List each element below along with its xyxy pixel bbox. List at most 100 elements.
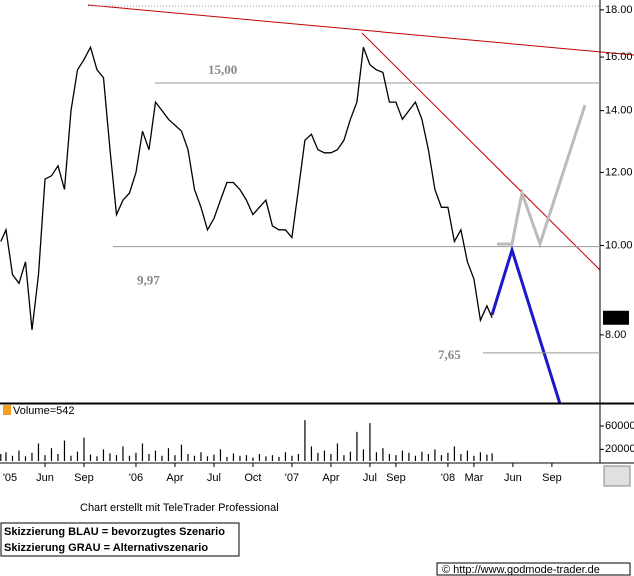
volume-bar — [434, 449, 436, 461]
last-price-label: 8.35 — [605, 312, 626, 324]
level-label: 15,00 — [208, 62, 237, 77]
volume-bar — [258, 454, 261, 461]
volume-bar — [70, 455, 72, 461]
legend-line: Skizzierung GRAU = Alternativszenario — [4, 542, 208, 554]
volume-bar — [330, 454, 332, 461]
volume-bar — [310, 446, 313, 461]
volume-bar — [57, 454, 59, 461]
volume-bar — [375, 452, 378, 461]
volume-bar — [466, 450, 469, 461]
volume-bar — [343, 455, 345, 461]
volume-bar — [102, 449, 105, 461]
volume-bar — [167, 448, 170, 461]
credit: Chart erstellt mit TeleTrader Profession… — [80, 502, 279, 514]
volume-bar — [265, 456, 267, 461]
volume-bar — [460, 454, 462, 461]
volume-bar — [50, 448, 53, 461]
y-tick-label: 18.00 — [605, 4, 633, 16]
legend-box — [0, 522, 240, 557]
volume-bar — [479, 452, 482, 461]
x-tick-label: Jul — [363, 472, 377, 484]
volume-bar — [18, 450, 20, 461]
volume-bar — [395, 455, 397, 461]
x-tick-label: '08 — [441, 472, 455, 484]
x-tick-label: Mar — [464, 472, 483, 484]
volume-bar — [427, 454, 430, 461]
volume-bar — [440, 455, 443, 461]
y-tick-label: 10.00 — [605, 239, 633, 251]
copyright-box — [436, 562, 631, 576]
volume-bar — [297, 454, 300, 461]
volume-bar — [369, 423, 371, 461]
legend-line: Skizzierung BLAU = bevorzugtes Szenario — [4, 526, 225, 538]
volume-bar — [128, 455, 131, 461]
x-tick-label: Apr — [322, 472, 339, 484]
volume-bar — [141, 443, 144, 461]
volume-bar — [232, 453, 235, 461]
volume-bar — [154, 450, 157, 461]
level-label: 7,65 — [438, 347, 461, 362]
trend-line — [87, 4, 634, 56]
volume-bar — [349, 451, 352, 461]
volume-bar — [219, 449, 222, 461]
main-scenario — [490, 244, 562, 405]
volume-bar — [31, 452, 33, 461]
volume-bar — [0, 454, 2, 461]
volume-bar — [200, 452, 202, 461]
x-tick-label: Sep — [74, 472, 94, 484]
volume-bar — [37, 443, 40, 461]
x-tick-label: Jul — [207, 472, 221, 484]
volume-bar — [96, 456, 98, 461]
volume-tick-label: 60000 — [605, 420, 634, 432]
volume-bar — [109, 453, 111, 461]
volume-bar — [89, 454, 92, 461]
volume-bar — [226, 456, 228, 461]
volume-bar — [63, 440, 66, 461]
x-tick-label: Jun — [36, 472, 54, 484]
volume-tick-label: 20000 — [605, 443, 634, 455]
volume-bar — [414, 455, 417, 461]
volume-bar — [24, 456, 27, 461]
x-tick-label: '07 — [285, 472, 299, 484]
y-tick-label: 16.00 — [605, 51, 633, 63]
volume-bar — [135, 452, 137, 461]
volume-bar — [239, 455, 241, 461]
volume-bar — [115, 455, 118, 461]
volume-bar — [388, 454, 391, 461]
x-tick-label: Oct — [244, 472, 261, 484]
volume-bar — [271, 455, 274, 461]
volume-bar — [187, 454, 189, 461]
icon — [603, 465, 631, 487]
volume-bar — [382, 448, 384, 461]
x-tick-label: Apr — [166, 472, 183, 484]
volume-bar — [304, 420, 306, 461]
copyright: © http://www.godmode-trader.de — [442, 564, 600, 576]
volume-bar — [180, 444, 183, 461]
volume-bar — [486, 454, 488, 461]
x-tick-label: '05 — [3, 472, 17, 484]
volume-bar — [278, 456, 280, 461]
volume-bar — [408, 452, 410, 461]
volume-bar — [291, 455, 293, 461]
volume-bar — [148, 454, 150, 461]
volume-bar — [252, 457, 254, 461]
x-tick-label: '06 — [129, 472, 143, 484]
volume-bar — [401, 450, 404, 461]
volume-bar — [421, 451, 423, 461]
price-line — [0, 45, 493, 330]
volume-bar — [122, 446, 124, 461]
x-tick-label: Jun — [504, 472, 522, 484]
alt-scenario — [497, 104, 587, 249]
volume-bar — [44, 455, 46, 461]
volume-bar — [356, 431, 358, 461]
volume-bar — [453, 446, 456, 461]
volume-bar — [317, 452, 319, 461]
volume-bar — [161, 455, 163, 461]
level-label: 9,97 — [137, 273, 160, 288]
volume-bar — [174, 455, 176, 461]
volume-bar — [11, 455, 14, 461]
volume-bar — [323, 450, 326, 461]
x-tick-label: Sep — [542, 472, 562, 484]
volume-bar — [193, 455, 196, 461]
